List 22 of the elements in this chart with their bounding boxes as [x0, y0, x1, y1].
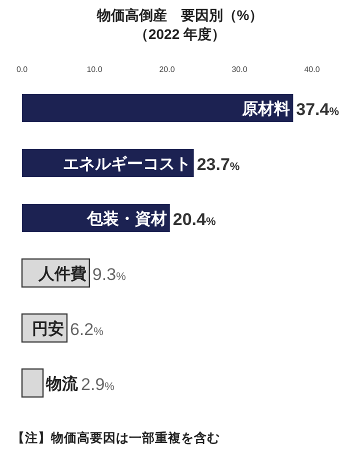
- x-tick-label: 40.0: [304, 65, 320, 74]
- data-label: 9.3%: [92, 265, 126, 284]
- data-label: 23.7%: [196, 155, 240, 174]
- y-tick-label: 円安: [32, 319, 64, 338]
- chart-subtitle: （2022 年度）: [134, 26, 226, 42]
- data-label: 37.4%: [296, 100, 340, 119]
- x-tick-label: 30.0: [232, 65, 248, 74]
- y-tick-label: 原材料: [241, 100, 290, 118]
- data-label: 2.9%: [81, 375, 115, 394]
- y-tick-label: 人件費: [37, 265, 86, 283]
- text: 【注】物価高要因は一部重複を含む: [12, 430, 220, 445]
- y-tick-label: 物流: [45, 374, 80, 393]
- y-tick-label: エネルギーコスト: [62, 155, 191, 173]
- data-label: 6.2%: [70, 320, 104, 339]
- data-label: 20.4%: [172, 210, 216, 229]
- bar: [22, 94, 294, 122]
- y-tick-label: 包装・資材: [86, 210, 167, 228]
- x-tick-label: 10.0: [86, 65, 103, 74]
- x-tick-label: 0.0: [16, 65, 28, 74]
- bar: [21, 368, 44, 398]
- x-tick-label: 20.0: [159, 65, 176, 74]
- chart-title: 物価高倒産 要因別（%）: [96, 7, 264, 23]
